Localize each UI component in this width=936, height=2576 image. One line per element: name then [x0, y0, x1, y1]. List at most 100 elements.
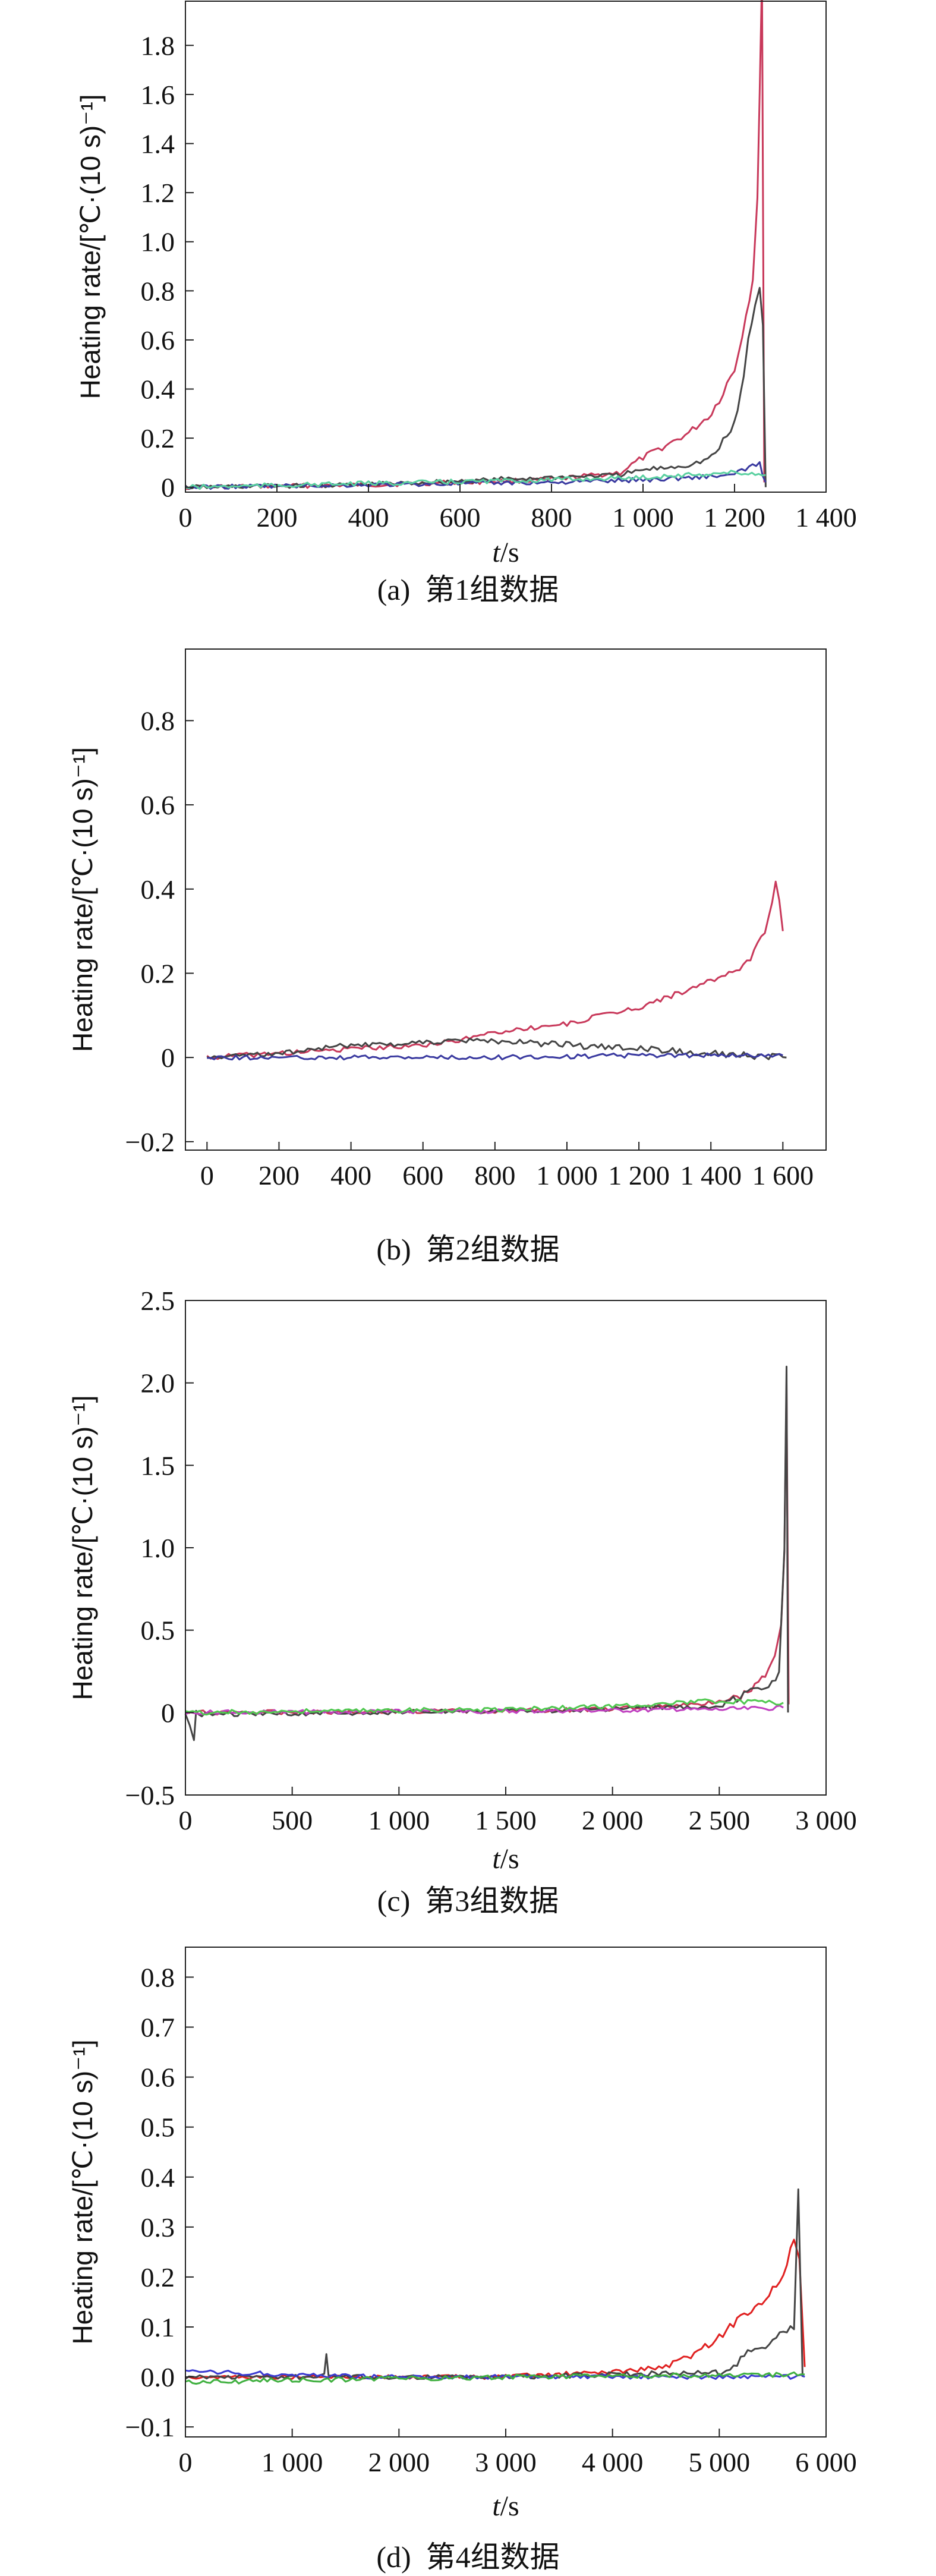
y-tick-label-a-7: 1.4	[141, 129, 175, 159]
x-tick-label-d-2: 2 000	[368, 2447, 430, 2477]
x-axis-label-d: t/s	[492, 2490, 519, 2522]
series-line-c-0	[185, 1383, 790, 1716]
y-tick-label-d-8: 0.7	[141, 2013, 175, 2043]
x-tick-label-d-4: 4 000	[582, 2447, 644, 2477]
series-line-d-2	[185, 2369, 805, 2380]
plot-frame-c	[185, 1300, 827, 1796]
series-line-c-1	[184, 1365, 789, 1742]
y-tick-label-b-2: 0.2	[141, 958, 175, 988]
series-line-b-0	[206, 880, 784, 1060]
y-tick-label-d-1: 0.0	[141, 2362, 175, 2392]
y-tick-label-c-1: 0	[161, 1698, 175, 1728]
x-tick-label-b-1: 200	[259, 1160, 300, 1191]
chart-caption-b: (b) 第2组数据	[0, 1226, 936, 1268]
y-tick-label-c-0: −0.5	[125, 1780, 175, 1810]
y-tick-label-d-0: −0.1	[125, 2412, 175, 2442]
x-tick-label-b-6: 1 200	[608, 1160, 670, 1191]
chart-panel-a: 0 200 400 600 800 1 000 1 200 1 400 0 0.2 0.4 0.6 0.…	[0, 0, 936, 606]
y-tick-label-a-3: 0.6	[141, 325, 175, 355]
x-tick-label-d-6: 6 000	[795, 2447, 857, 2477]
x-tick-label-c-4: 2 000	[582, 1805, 644, 1835]
series-line-c-2	[185, 1705, 784, 1715]
series-line-a-0	[185, 0, 765, 490]
y-axis-label-a: Heating rate/[℃·(10 s)⁻¹]	[75, 94, 106, 399]
x-tick-label-c-0: 0	[179, 1805, 193, 1835]
caption-text-d: (d) 第4组数据	[376, 2540, 560, 2574]
y-tick-label-a-0: 0	[161, 473, 175, 503]
x-axis-label-unit-c: /s	[500, 1843, 519, 1875]
x-tick-label-b-3: 600	[402, 1160, 443, 1191]
chart-caption-c: (c) 第3组数据	[0, 1877, 936, 1920]
x-tick-label-d-1: 1 000	[261, 2447, 323, 2477]
y-tick-label-b-0: −0.2	[125, 1127, 175, 1157]
x-tick-label-b-8: 1 600	[752, 1160, 814, 1191]
x-tick-label-d-3: 3 000	[475, 2447, 537, 2477]
chart-caption-d: (d) 第4组数据	[0, 2533, 936, 2576]
x-tick-label-c-1: 500	[272, 1805, 313, 1835]
y-tick-label-b-3: 0.4	[141, 874, 175, 905]
y-tick-label-d-3: 0.2	[141, 2262, 175, 2292]
y-tick-label-a-6: 1.2	[141, 178, 175, 208]
chart-panel-b: 0 200 400 600 800 1 000 1 200 1 400 1 600 −0.2 0 0.…	[0, 630, 936, 1272]
x-tick-label-b-4: 800	[474, 1160, 515, 1191]
y-tick-label-b-4: 0.6	[141, 790, 175, 820]
x-axis-label-c: t/s	[492, 1843, 519, 1875]
series-line-a-3	[185, 470, 766, 490]
y-tick-label-d-4: 0.3	[141, 2212, 175, 2243]
x-axis-label-var-d: t	[492, 2490, 501, 2522]
y-tick-label-d-7: 0.6	[141, 2062, 175, 2093]
y-tick-label-d-5: 0.4	[141, 2162, 175, 2193]
y-tick-label-a-1: 0.2	[141, 423, 175, 454]
chart-panel-c: 0 500 1 000 1 500 2 000 2 500 3 000 −0.5 0 0.5 1.0…	[0, 1278, 936, 1920]
y-tick-label-a-9: 1.8	[141, 30, 175, 61]
series-line-d-3	[185, 2371, 805, 2385]
y-tick-label-a-4: 0.8	[141, 276, 175, 306]
y-tick-label-d-6: 0.5	[141, 2112, 175, 2143]
caption-text-b: (b) 第2组数据	[376, 1233, 560, 1266]
chart-caption-a: (a) 第1组数据	[0, 566, 936, 609]
y-tick-label-a-5: 1.0	[141, 227, 175, 257]
plot-frame-a	[185, 1, 827, 493]
chart-svg-b: 0 200 400 600 800 1 000 1 200 1 400 1 600 −0.2 0 0.…	[67, 648, 827, 1191]
series-line-d-1	[185, 2188, 803, 2380]
x-axis-label-var-c: t	[492, 1843, 501, 1875]
x-tick-label-b-0: 0	[200, 1160, 214, 1191]
y-tick-label-c-4: 1.5	[141, 1450, 175, 1481]
y-tick-label-c-6: 2.5	[141, 1286, 175, 1316]
x-tick-label-a-2: 400	[348, 502, 389, 533]
x-tick-label-b-2: 400	[330, 1160, 371, 1191]
x-tick-label-b-7: 1 400	[680, 1160, 742, 1191]
x-tick-label-c-3: 1 500	[475, 1805, 537, 1835]
plot-frame-b	[185, 648, 827, 1151]
y-tick-label-c-5: 2.0	[141, 1368, 175, 1399]
plot-frame-d	[185, 1947, 827, 2438]
chart-svg-a: 0 200 400 600 800 1 000 1 200 1 400 0 0.2 0.4 0.6 0.…	[75, 0, 857, 568]
x-tick-label-a-1: 200	[257, 502, 298, 533]
x-tick-label-d-0: 0	[179, 2447, 193, 2477]
x-tick-label-a-5: 1 000	[612, 502, 674, 533]
x-axis-label-var-a: t	[492, 537, 501, 568]
y-axis-label-c: Heating rate/[℃·(10 s)⁻¹]	[67, 1395, 98, 1700]
series-line-c-3	[185, 1698, 784, 1716]
series-line-b-2	[207, 1052, 783, 1061]
x-axis-label-a: t/s	[492, 537, 519, 568]
y-tick-label-a-2: 0.4	[141, 374, 175, 405]
y-tick-label-d-2: 0.1	[141, 2312, 175, 2342]
series-line-b-1	[206, 1037, 787, 1060]
x-tick-label-c-5: 2 500	[689, 1805, 751, 1835]
x-axis-label-unit-a: /s	[500, 537, 519, 568]
x-tick-label-a-4: 800	[531, 502, 572, 533]
y-tick-label-b-5: 0.8	[141, 706, 175, 736]
x-tick-label-c-2: 1 000	[368, 1805, 430, 1835]
x-tick-label-a-6: 1 200	[704, 502, 765, 533]
x-tick-label-a-0: 0	[179, 502, 193, 533]
caption-text-a: (a) 第1组数据	[377, 573, 559, 606]
x-tick-label-d-5: 5 000	[689, 2447, 751, 2477]
x-tick-label-b-5: 1 000	[536, 1160, 598, 1191]
y-tick-label-b-1: 0	[161, 1043, 175, 1073]
y-tick-label-a-8: 1.6	[141, 80, 175, 110]
chart-panel-d: 0 1 000 2 000 3 000 4 000 5 000 6 000 −0.1 0.0 0.…	[0, 1932, 936, 2574]
chart-svg-d: 0 1 000 2 000 3 000 4 000 5 000 6 000 −0.1 0.0 0.…	[67, 1947, 857, 2522]
y-axis-label-b: Heating rate/[℃·(10 s)⁻¹]	[67, 747, 98, 1052]
x-tick-label-c-6: 3 000	[795, 1805, 857, 1835]
